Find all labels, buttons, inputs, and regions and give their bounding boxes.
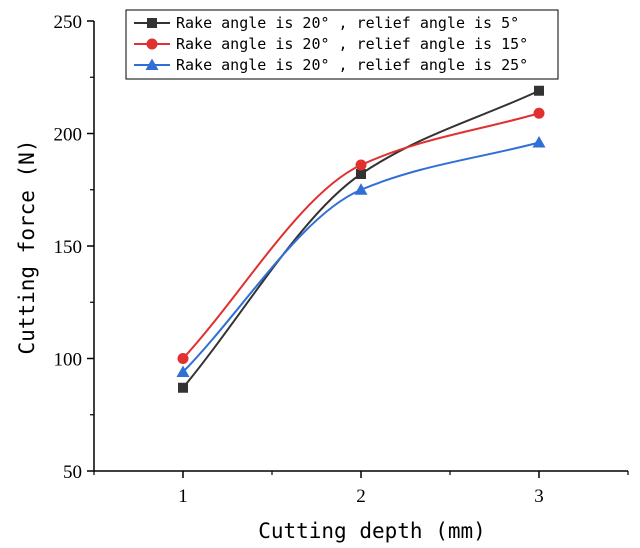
legend-marker [147, 18, 157, 28]
series-3-point [354, 183, 368, 195]
series-3-line [182, 141, 540, 373]
series-layer [176, 85, 546, 393]
x-axis-title: Cutting depth (mm) [258, 519, 486, 543]
legend-entry: Rake angle is 20° , relief angle is 15° [134, 35, 528, 53]
y-axis-title: Cutting force (N) [15, 140, 39, 355]
legend-marker [145, 58, 159, 70]
series-1-point [356, 169, 366, 179]
series-2 [177, 107, 545, 364]
y-tick-label: 100 [54, 350, 83, 371]
x-tick-label: 2 [356, 486, 366, 507]
y-tick-label: 200 [54, 125, 83, 146]
legend-label: Rake angle is 20° , relief angle is 15° [176, 35, 528, 53]
series-3-point [176, 365, 190, 377]
tick-labels: 50 100 150 200 250 1 2 3 [54, 12, 544, 507]
x-tick-label: 1 [178, 486, 188, 507]
series-1 [178, 85, 544, 393]
legend-entry: Rake angle is 20° , relief angle is 25° [134, 56, 528, 74]
legend-label: Rake angle is 20° , relief angle is 5° [176, 14, 519, 32]
series-2-line [182, 112, 540, 360]
series-2-point [533, 107, 545, 119]
legend: Rake angle is 20° , relief angle is 5° Ra… [125, 9, 559, 80]
axes [93, 21, 628, 472]
tick-marks [87, 20, 629, 478]
series-2-point [355, 159, 367, 171]
legend-entry: Rake angle is 20° , relief angle is 5° [134, 14, 519, 32]
legend-box [125, 9, 559, 80]
y-tick-label: 250 [54, 12, 83, 33]
series-1-point [534, 85, 544, 96]
series-2-point [177, 353, 189, 364]
series-3-point [532, 136, 546, 148]
legend-marker [146, 38, 158, 50]
series-1-point [178, 382, 188, 393]
series-1-line [182, 89, 540, 389]
series-3 [176, 136, 546, 377]
legend-label: Rake angle is 20° , relief angle is 25° [176, 56, 528, 74]
y-tick-label: 150 [54, 237, 83, 258]
y-tick-label: 50 [63, 462, 82, 483]
x-tick-label: 3 [534, 486, 544, 507]
